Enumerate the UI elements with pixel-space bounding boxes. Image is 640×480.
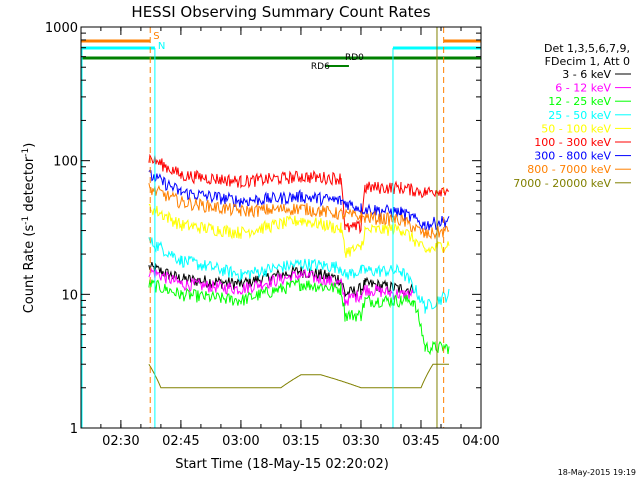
y-axis-label-part1: Count Rate (s bbox=[22, 225, 37, 314]
y-axis-label-sup1: -1 bbox=[21, 216, 31, 225]
legend-label-3: 25 - 50 keV bbox=[548, 109, 611, 122]
y-tick-label-1: 10 bbox=[61, 288, 78, 303]
x-tick-label-2: 03:00 bbox=[222, 434, 259, 449]
legend-label-4: 50 - 100 keV bbox=[541, 122, 611, 135]
series-line-7 bbox=[148, 182, 450, 240]
plot-frame bbox=[80, 26, 482, 429]
annotation-rd0: RD0 bbox=[345, 53, 364, 63]
legend-label-5: 100 - 300 keV bbox=[534, 136, 611, 149]
annotation-rd6: RD6 bbox=[311, 62, 330, 72]
y-tick-label-3: 1000 bbox=[45, 21, 78, 36]
series-line-8 bbox=[148, 363, 449, 389]
y-axis-label-sup2: -1 bbox=[21, 148, 31, 157]
x-tick-label-6: 04:00 bbox=[462, 434, 499, 449]
x-tick-label-0: 02:30 bbox=[102, 434, 139, 449]
legend-label-1: 6 - 12 keV bbox=[555, 82, 611, 95]
legend-header-0: Det 1,3,5,6,7,9, bbox=[544, 42, 630, 55]
annotation-n: N bbox=[158, 41, 165, 52]
legend-label-8: 7000 - 20000 keV bbox=[513, 177, 611, 190]
series-layer bbox=[148, 153, 450, 389]
overlay-layer: SN RD0 RD6 bbox=[81, 27, 481, 428]
legend-label-6: 300 - 800 keV bbox=[534, 150, 611, 163]
legend: Det 1,3,5,6,7,9,FDecim 1, Att 03 - 6 keV… bbox=[513, 42, 631, 190]
x-tick-label-3: 03:15 bbox=[282, 434, 319, 449]
timestamp: 18-May-2015 19:19 bbox=[558, 468, 636, 477]
legend-label-2: 12 - 25 keV bbox=[548, 95, 611, 108]
y-axis-label-part3: ) bbox=[22, 143, 37, 148]
annotation-s: S bbox=[153, 31, 159, 42]
series-line-2 bbox=[148, 277, 450, 356]
series-line-5 bbox=[148, 153, 450, 235]
y-tick-label-0: 1 bbox=[70, 422, 78, 437]
series-line-6 bbox=[148, 169, 450, 232]
legend-label-7: 800 - 7000 keV bbox=[527, 163, 611, 176]
x-axis-label: Start Time (18-May-15 02:20:02) bbox=[175, 457, 389, 472]
axis-layer: 02:30 02:45 03:00 03:15 03:30 03:45 04:00 1 10 10… bbox=[45, 21, 500, 449]
series-line-1 bbox=[148, 267, 414, 306]
x-tick-label-1: 02:45 bbox=[162, 434, 199, 449]
legend-label-0: 3 - 6 keV bbox=[562, 68, 611, 81]
legend-header-1: FDecim 1, Att 0 bbox=[545, 55, 630, 68]
y-axis-label: Count Rate (s-1 detector-1) bbox=[21, 143, 37, 314]
y-axis-label-part2: detector bbox=[22, 156, 37, 216]
series-line-4 bbox=[148, 203, 450, 258]
chart-title: HESSI Observing Summary Count Rates bbox=[131, 3, 430, 21]
x-tick-label-5: 03:45 bbox=[402, 434, 439, 449]
y-tick-label-2: 100 bbox=[53, 155, 78, 170]
series-line-3 bbox=[148, 237, 450, 314]
x-tick-label-4: 03:30 bbox=[342, 434, 379, 449]
